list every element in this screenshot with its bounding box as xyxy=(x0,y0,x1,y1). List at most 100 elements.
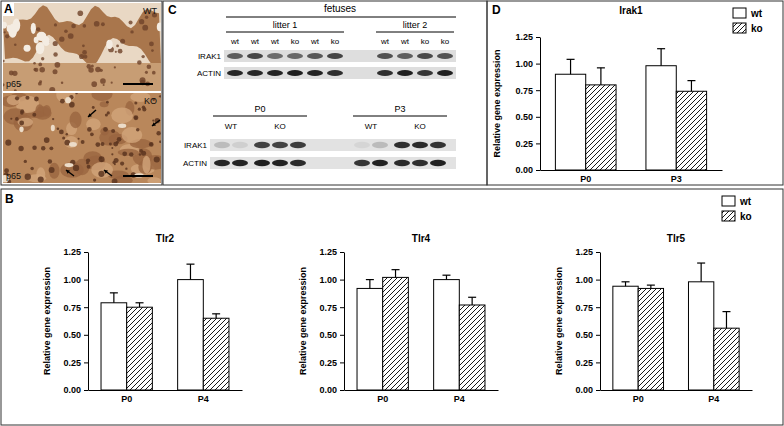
error-bar-stem xyxy=(216,314,217,318)
y-tick: 0.25 xyxy=(515,139,540,149)
error-bar-stem xyxy=(661,49,662,66)
y-tick-label: 1.25 xyxy=(575,247,593,257)
blot-band xyxy=(254,160,270,166)
goblet-cell xyxy=(106,40,112,49)
y-axis-title: Relative gene expression xyxy=(492,49,502,157)
nucleus xyxy=(105,113,108,116)
y-axis: 0.000.250.500.751.001.25 xyxy=(319,247,344,395)
y-tick: 0.50 xyxy=(575,330,600,340)
image-genotype: WT xyxy=(143,6,157,16)
blot-header: fetuses xyxy=(324,3,356,14)
nucleus xyxy=(114,158,119,163)
bar xyxy=(383,277,409,390)
x-tick-label: P4 xyxy=(454,394,465,404)
nucleus xyxy=(71,24,76,29)
y-tick-label: 1.00 xyxy=(515,59,533,69)
blot-band xyxy=(247,70,263,76)
y-tick-mark xyxy=(340,362,344,363)
error-bar-cap xyxy=(687,80,695,81)
y-tick-label: 1.25 xyxy=(515,32,533,42)
nucleus xyxy=(137,60,142,65)
blot-band xyxy=(354,142,370,148)
nucleus xyxy=(114,163,116,165)
bar xyxy=(714,328,739,390)
nucleus xyxy=(25,96,29,100)
tissue-background xyxy=(3,3,161,91)
lane-label: wt xyxy=(270,37,280,46)
bar-chart: 0.000.250.500.751.001.25P0P4Tlr5Relative… xyxy=(554,196,753,404)
error-bar-cap xyxy=(697,262,705,263)
image-stain: p65 xyxy=(6,171,21,181)
plot-marks xyxy=(101,264,229,390)
arrow-shaft xyxy=(88,110,96,117)
y-tick-mark xyxy=(84,390,88,391)
x-tick-label: P0 xyxy=(580,174,591,184)
nucleus xyxy=(49,167,55,173)
blot-band xyxy=(372,142,388,148)
error-bar-stem xyxy=(395,270,396,278)
error-bar-stem xyxy=(472,297,473,305)
y-tick-label: 0.00 xyxy=(575,385,593,395)
nucleus xyxy=(75,93,78,94)
nucleus xyxy=(18,146,23,151)
y-axis-line xyxy=(344,253,345,391)
nucleus xyxy=(61,82,63,84)
x-tick: P4 xyxy=(454,390,465,404)
nucleus xyxy=(91,64,94,67)
y-tick-mark xyxy=(536,64,540,65)
error-bar-stem xyxy=(701,263,702,282)
nucleus xyxy=(101,22,105,26)
y-axis: 0.000.250.500.751.001.25 xyxy=(515,32,540,175)
nucleus xyxy=(32,145,37,150)
y-tick-mark xyxy=(596,252,600,253)
bar xyxy=(459,305,485,390)
lane-label: wt xyxy=(380,37,390,46)
y-tick-label: 0.25 xyxy=(515,139,533,149)
nucleus xyxy=(142,107,146,111)
nucleus xyxy=(86,161,89,164)
nucleus xyxy=(54,23,57,26)
nucleus xyxy=(149,142,154,147)
error-bar-stem xyxy=(139,303,140,307)
nucleus xyxy=(14,89,17,91)
scale-bar xyxy=(123,83,153,85)
error-bar-cap xyxy=(722,311,730,312)
chart-title: Tlr2 xyxy=(156,233,175,244)
y-tick-mark xyxy=(596,280,600,281)
blot-band xyxy=(437,70,453,76)
y-tick-label: 0.00 xyxy=(319,385,337,395)
y-tick-mark xyxy=(340,280,344,281)
nucleus xyxy=(118,49,123,54)
x-axis: P0P4 xyxy=(601,390,753,404)
x-axis: P0P4 xyxy=(345,390,499,404)
nucleus xyxy=(111,82,113,84)
y-tick-mark xyxy=(340,335,344,336)
nucleus xyxy=(20,111,24,115)
histology-image xyxy=(3,3,161,91)
nucleus xyxy=(134,102,137,105)
nucleus xyxy=(140,77,146,83)
error-bar-cap xyxy=(657,48,665,49)
y-tick-mark xyxy=(84,362,88,363)
nucleus xyxy=(69,102,75,108)
y-tick-label: 1.25 xyxy=(319,247,337,257)
tissue-blob xyxy=(111,108,133,124)
blot-band xyxy=(272,160,288,166)
x-tick-label: P3 xyxy=(671,174,682,184)
bar-chart: 0.000.250.500.751.001.25P0P3Irak1Relativ… xyxy=(492,5,763,184)
nucleus xyxy=(112,178,118,183)
blot-band xyxy=(214,142,230,148)
legend-label: wt xyxy=(750,8,763,19)
y-axis: 0.000.250.500.751.001.25 xyxy=(575,247,600,395)
group-rule xyxy=(226,32,344,33)
y-tick-mark xyxy=(596,362,600,363)
y-axis-line xyxy=(540,38,541,171)
error-bar-cap xyxy=(392,269,400,270)
goblet-cell xyxy=(34,37,39,44)
subgroup-label: WT xyxy=(225,122,238,131)
nucleus xyxy=(77,10,83,16)
panel-letter: A xyxy=(4,2,13,16)
error-bar-cap xyxy=(186,264,194,265)
y-tick: 0.00 xyxy=(575,385,600,395)
error-bar xyxy=(110,293,118,303)
